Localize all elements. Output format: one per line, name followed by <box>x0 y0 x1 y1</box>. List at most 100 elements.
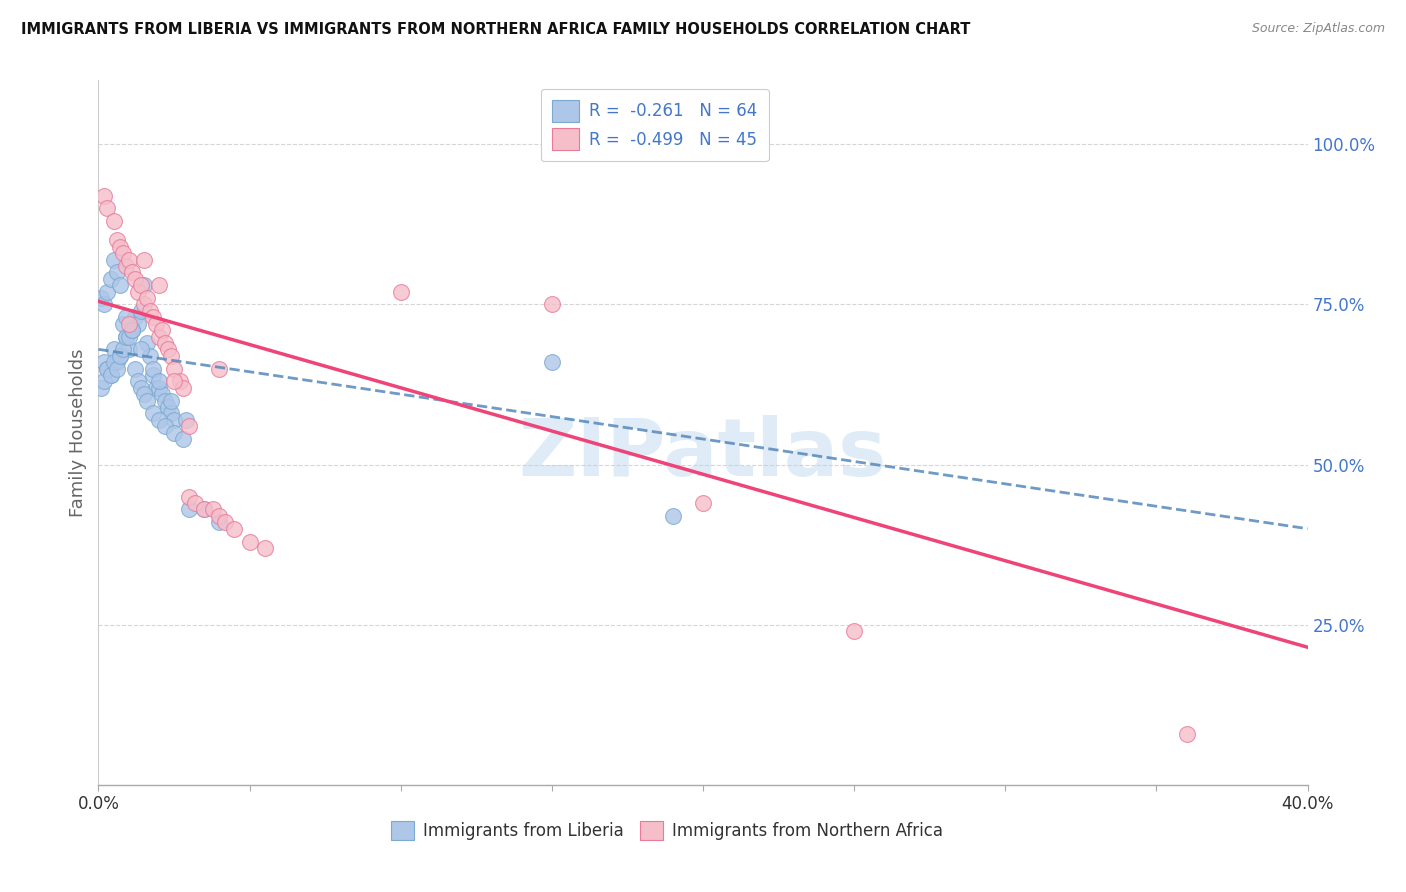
Point <box>692 496 714 510</box>
Point <box>142 406 165 420</box>
Point <box>139 349 162 363</box>
Point <box>148 413 170 427</box>
Point <box>108 349 131 363</box>
Point <box>142 361 165 376</box>
Text: ZIPatlas: ZIPatlas <box>519 415 887 492</box>
Point <box>179 419 201 434</box>
Point <box>121 323 143 337</box>
Point <box>118 329 141 343</box>
Point <box>132 297 155 311</box>
Point <box>100 368 122 382</box>
Point <box>239 534 262 549</box>
Point <box>661 508 683 523</box>
Point <box>111 317 134 331</box>
Point <box>96 285 118 299</box>
Point <box>93 375 115 389</box>
Point <box>121 265 143 279</box>
Point <box>90 291 112 305</box>
Point <box>184 496 207 510</box>
Point <box>127 317 149 331</box>
Point <box>193 502 215 516</box>
Point <box>224 522 246 536</box>
Point <box>160 349 183 363</box>
Point <box>114 329 136 343</box>
Point <box>540 297 562 311</box>
Point <box>179 490 201 504</box>
Point <box>121 323 143 337</box>
Point <box>124 310 146 325</box>
Point <box>121 323 143 337</box>
Point <box>153 419 176 434</box>
Point <box>103 252 125 267</box>
Point <box>135 291 157 305</box>
Point <box>163 361 186 376</box>
Point <box>105 361 128 376</box>
Legend: Immigrants from Liberia, Immigrants from Northern Africa: Immigrants from Liberia, Immigrants from… <box>384 814 949 847</box>
Point <box>139 304 162 318</box>
Point <box>105 265 128 279</box>
Point <box>100 368 122 382</box>
Point <box>148 329 170 343</box>
Point <box>148 375 170 389</box>
Point <box>169 375 191 389</box>
Point <box>127 375 149 389</box>
Point <box>108 240 131 254</box>
Point <box>132 387 155 401</box>
Point <box>150 387 173 401</box>
Point <box>163 413 186 427</box>
Point <box>540 355 562 369</box>
Point <box>1175 727 1198 741</box>
Point <box>142 368 165 382</box>
Point <box>93 355 115 369</box>
Point <box>96 361 118 376</box>
Point <box>118 317 141 331</box>
Point <box>135 393 157 408</box>
Point <box>160 406 183 420</box>
Point <box>111 343 134 357</box>
Point <box>132 278 155 293</box>
Point <box>214 516 236 530</box>
Point <box>100 272 122 286</box>
Y-axis label: Family Households: Family Households <box>69 349 87 516</box>
Point <box>129 304 152 318</box>
Point <box>103 343 125 357</box>
Point <box>208 516 231 530</box>
Point <box>150 323 173 337</box>
Point <box>156 400 179 414</box>
Point <box>114 310 136 325</box>
Point <box>156 343 179 357</box>
Point <box>96 361 118 376</box>
Point <box>105 234 128 248</box>
Point <box>174 413 197 427</box>
Point <box>118 252 141 267</box>
Point <box>108 278 131 293</box>
Point <box>153 393 176 408</box>
Point <box>844 624 866 639</box>
Point <box>163 375 186 389</box>
Point <box>145 317 167 331</box>
Text: Source: ZipAtlas.com: Source: ZipAtlas.com <box>1251 22 1385 36</box>
Point <box>111 246 134 260</box>
Text: IMMIGRANTS FROM LIBERIA VS IMMIGRANTS FROM NORTHERN AFRICA FAMILY HOUSEHOLDS COR: IMMIGRANTS FROM LIBERIA VS IMMIGRANTS FR… <box>21 22 970 37</box>
Point <box>132 252 155 267</box>
Point <box>129 381 152 395</box>
Point <box>114 329 136 343</box>
Point <box>93 188 115 202</box>
Point <box>253 541 276 555</box>
Point <box>193 502 215 516</box>
Point <box>93 297 115 311</box>
Point <box>202 502 225 516</box>
Point <box>160 393 183 408</box>
Point <box>103 214 125 228</box>
Point <box>105 355 128 369</box>
Point <box>148 381 170 395</box>
Point <box>142 310 165 325</box>
Point <box>153 335 176 350</box>
Point <box>129 343 152 357</box>
Point <box>145 381 167 395</box>
Point <box>179 502 201 516</box>
Point <box>108 349 131 363</box>
Point <box>90 381 112 395</box>
Point <box>172 432 194 446</box>
Point <box>114 259 136 273</box>
